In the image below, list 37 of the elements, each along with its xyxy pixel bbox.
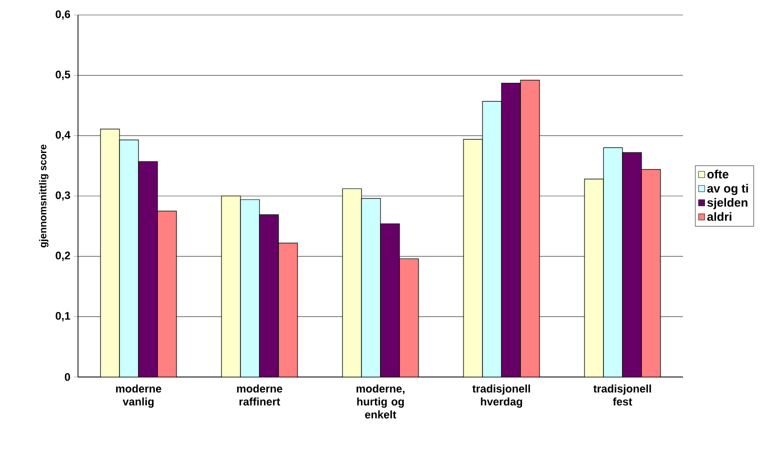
y-tick-label: 0,2: [56, 252, 70, 262]
bar: [463, 138, 483, 377]
bar: [520, 80, 540, 377]
bar: [641, 169, 661, 377]
y-tick-label: 0,3: [56, 191, 70, 201]
x-tick-label: tradisjonell hverdag: [472, 384, 530, 408]
bar: [259, 214, 279, 377]
y-tick-label: 0,1: [56, 312, 70, 322]
bar: [157, 210, 177, 377]
x-tick-label: tradisjonell fest: [593, 384, 651, 406]
bar: [240, 199, 260, 377]
bar: [584, 178, 604, 377]
y-axis-title: gjennomsnittlig score: [39, 144, 48, 248]
bar: [278, 242, 298, 377]
bar: [399, 258, 419, 377]
legend-label: ofte: [707, 170, 728, 178]
bar: [603, 147, 623, 377]
bar: [119, 140, 139, 377]
y-tick-label: 0,4: [56, 131, 70, 140]
bar: [100, 128, 120, 377]
y-tick-label: 0,5: [56, 70, 70, 80]
bar: [138, 161, 158, 377]
x-tick-label: moderne vanlig: [116, 384, 162, 408]
bar: [501, 82, 521, 377]
bar: [622, 152, 642, 377]
x-tick-label: moderne, hurtig og enkelt: [356, 384, 404, 418]
legend-label: av og ti: [707, 184, 748, 196]
bar: [380, 223, 400, 377]
bar: [221, 196, 241, 377]
bar: [482, 100, 502, 377]
x-tick-label: moderne raffinert: [237, 384, 282, 406]
legend-label: aldri: [707, 212, 732, 221]
y-tick-label: 0,6: [56, 10, 70, 20]
bar: [342, 188, 362, 377]
legend-label: sjelden: [707, 198, 748, 210]
bar: [361, 198, 381, 377]
y-tick-label: 0: [64, 373, 70, 381]
